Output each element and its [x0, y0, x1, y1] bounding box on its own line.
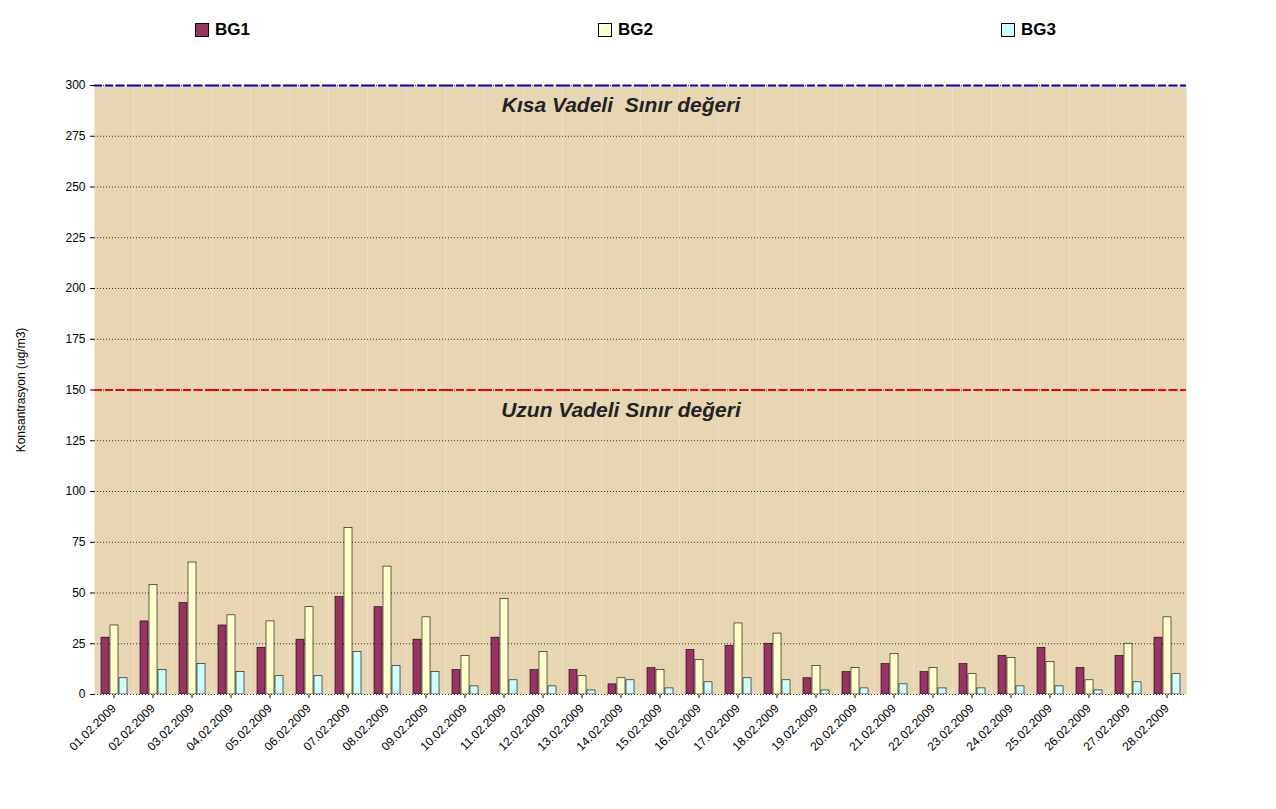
- svg-text:300: 300: [65, 78, 85, 92]
- svg-text:18.02.2009: 18.02.2009: [729, 701, 782, 754]
- svg-text:50: 50: [72, 586, 86, 600]
- svg-text:01.02.2009: 01.02.2009: [66, 701, 119, 754]
- svg-text:21.02.2009: 21.02.2009: [846, 701, 899, 754]
- svg-text:06.02.2009: 06.02.2009: [261, 701, 314, 754]
- svg-text:22.02.2009: 22.02.2009: [885, 701, 938, 754]
- svg-text:14.02.2009: 14.02.2009: [573, 701, 626, 754]
- svg-text:25.02.2009: 25.02.2009: [1002, 701, 1055, 754]
- svg-text:0: 0: [79, 687, 86, 701]
- svg-text:75: 75: [72, 535, 86, 549]
- svg-text:28.02.2009: 28.02.2009: [1119, 701, 1172, 754]
- svg-text:275: 275: [65, 129, 85, 143]
- svg-text:15.02.2009: 15.02.2009: [612, 701, 665, 754]
- html-text:BG3: BG3: [1021, 20, 1056, 39]
- svg-text:05.02.2009: 05.02.2009: [222, 701, 275, 754]
- svg-text:175: 175: [65, 332, 85, 346]
- svg-text:13.02.2009: 13.02.2009: [534, 701, 587, 754]
- svg-text:24.02.2009: 24.02.2009: [963, 701, 1016, 754]
- svg-text:03.02.2009: 03.02.2009: [144, 701, 197, 754]
- svg-text:150: 150: [65, 383, 85, 397]
- svg-text:23.02.2009: 23.02.2009: [924, 701, 977, 754]
- svg-text:17.02.2009: 17.02.2009: [690, 701, 743, 754]
- svg-text:125: 125: [65, 434, 85, 448]
- svg-text:19.02.2009: 19.02.2009: [768, 701, 821, 754]
- svg-text:Kısa Vadeli Sınır değeri: Kısa Vadeli Sınır değeri: [502, 93, 742, 116]
- html-text:BG1: BG1: [215, 20, 250, 39]
- svg-text:Konsantrasyon (ug/m3): Konsantrasyon (ug/m3): [14, 328, 28, 453]
- svg-text:11.02.2009: 11.02.2009: [457, 701, 509, 753]
- svg-text:250: 250: [65, 180, 85, 194]
- svg-text:225: 225: [65, 231, 85, 245]
- svg-text:08.02.2009: 08.02.2009: [339, 701, 392, 754]
- svg-text:26.02.2009: 26.02.2009: [1041, 701, 1094, 754]
- svg-text:04.02.2009: 04.02.2009: [183, 701, 236, 754]
- svg-text:200: 200: [65, 281, 85, 295]
- svg-text:10.02.2009: 10.02.2009: [417, 701, 470, 754]
- svg-text:100: 100: [65, 484, 85, 498]
- svg-text:02.02.2009: 02.02.2009: [105, 701, 158, 754]
- svg-text:25: 25: [72, 637, 86, 651]
- svg-text:Uzun Vadeli Sınır değeri: Uzun Vadeli Sınır değeri: [501, 398, 742, 421]
- svg-text:20.02.2009: 20.02.2009: [807, 701, 860, 754]
- html-text:BG2: BG2: [618, 20, 653, 39]
- svg-text:12.02.2009: 12.02.2009: [495, 701, 548, 754]
- svg-text:16.02.2009: 16.02.2009: [651, 701, 704, 754]
- svg-text:07.02.2009: 07.02.2009: [300, 701, 353, 754]
- svg-text:27.02.2009: 27.02.2009: [1080, 701, 1133, 754]
- svg-text:09.02.2009: 09.02.2009: [378, 701, 431, 754]
